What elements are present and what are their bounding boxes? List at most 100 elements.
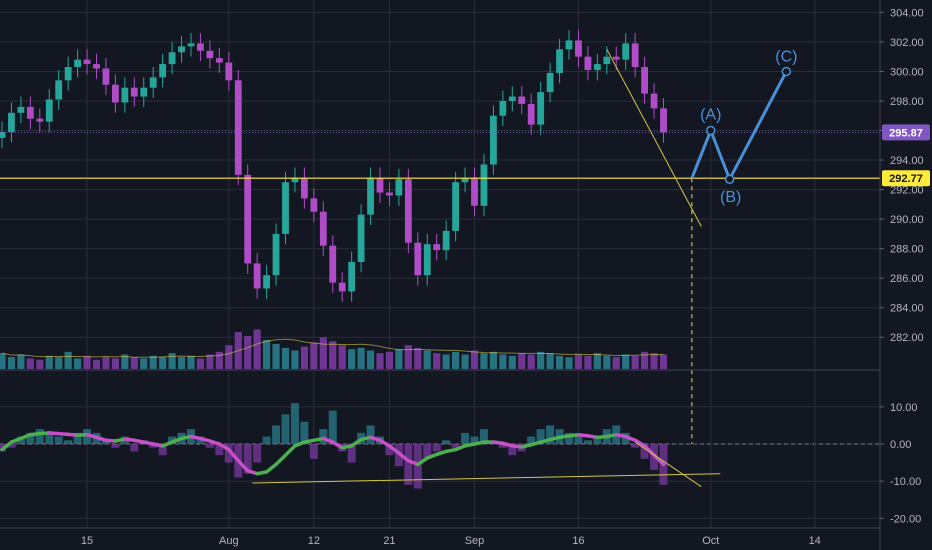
osc-histogram-bar bbox=[7, 444, 16, 448]
candle-body bbox=[660, 108, 667, 133]
volume-bar bbox=[177, 357, 186, 369]
osc-histogram-bar bbox=[423, 444, 432, 459]
candle-body bbox=[272, 233, 280, 276]
candle-body bbox=[301, 177, 308, 199]
wave-label: (B) bbox=[720, 189, 741, 206]
wave-point bbox=[706, 125, 716, 136]
osc-histogram-bar bbox=[366, 425, 375, 444]
volume-bar bbox=[631, 355, 639, 369]
volume-bar bbox=[659, 354, 668, 369]
candle-body bbox=[622, 43, 630, 60]
volume-bar bbox=[310, 342, 318, 369]
candle-body bbox=[102, 68, 110, 85]
candle-body bbox=[423, 244, 431, 276]
current-price-badge: 295.87 bbox=[882, 124, 930, 141]
osc-histogram-bar bbox=[300, 421, 309, 444]
osc-histogram-bar bbox=[215, 444, 224, 456]
time-tick-label: Aug bbox=[219, 535, 239, 547]
volume-bar bbox=[102, 357, 110, 369]
osc-histogram-bar bbox=[64, 440, 73, 444]
volume-bar bbox=[159, 357, 167, 369]
osc-histogram-bar bbox=[442, 440, 451, 444]
time-axis[interactable]: 15 Aug 12 21 Sep 16 Oct 14 bbox=[81, 535, 821, 547]
candle-body bbox=[263, 275, 270, 289]
volume-bar bbox=[584, 355, 592, 369]
volume-bar bbox=[149, 355, 157, 369]
volume-bar bbox=[395, 349, 403, 369]
candle-body bbox=[225, 62, 233, 81]
volume-bar bbox=[470, 350, 479, 369]
candle-body bbox=[168, 52, 176, 65]
candle-body bbox=[93, 64, 100, 69]
price-tick-label: 294.00 bbox=[890, 155, 924, 167]
candle-body bbox=[206, 50, 214, 59]
volume-bar bbox=[499, 354, 507, 369]
volume-bar bbox=[36, 359, 44, 369]
volume-bar bbox=[329, 341, 337, 369]
volume-bar bbox=[140, 358, 148, 369]
volume-bar bbox=[650, 353, 658, 369]
volume-bar bbox=[225, 345, 233, 369]
support-level-badge-bg bbox=[882, 170, 930, 187]
candle-body bbox=[395, 179, 403, 196]
candle-body bbox=[112, 84, 119, 103]
candle-body bbox=[329, 245, 337, 283]
price-tick-label: 282.00 bbox=[890, 332, 924, 344]
osc-histogram-bar bbox=[290, 403, 299, 444]
candle-body bbox=[414, 242, 422, 276]
volume-bar bbox=[555, 355, 564, 369]
osc-histogram-bar bbox=[35, 429, 44, 444]
wave-point bbox=[724, 174, 735, 184]
candle-body bbox=[631, 43, 639, 68]
candle-body bbox=[36, 118, 44, 122]
wave-label: (C) bbox=[775, 48, 797, 65]
candle-body bbox=[565, 40, 573, 50]
candle-body bbox=[338, 282, 346, 292]
price-tick-label: 286.00 bbox=[890, 273, 924, 285]
osc-histogram-bar bbox=[262, 436, 271, 444]
osc-histogram-bar bbox=[404, 444, 413, 485]
volume-bar bbox=[263, 339, 271, 369]
volume-bar bbox=[64, 351, 72, 369]
volume-bar bbox=[622, 354, 630, 369]
osc-histogram-bar bbox=[527, 436, 536, 444]
candle-body bbox=[215, 58, 223, 63]
osc-histogram-bar bbox=[253, 444, 262, 463]
osc-tick-label: -20.00 bbox=[890, 513, 921, 525]
candle-body bbox=[187, 43, 195, 47]
volume-bar bbox=[17, 354, 25, 369]
price-tick-label: 298.00 bbox=[890, 96, 924, 108]
price-tick-label: 292.00 bbox=[890, 185, 924, 197]
candle-body bbox=[197, 43, 204, 51]
osc-histogram-bar bbox=[347, 444, 356, 463]
volume-bar bbox=[423, 350, 431, 369]
candle-body bbox=[386, 192, 393, 196]
candle-body bbox=[64, 67, 72, 81]
candle-body bbox=[537, 92, 545, 125]
candle-body bbox=[0, 131, 6, 138]
osc-histogram-bar bbox=[546, 425, 555, 444]
volume-bar bbox=[612, 357, 620, 369]
time-tick-label: 12 bbox=[308, 535, 320, 547]
candle-body bbox=[178, 46, 185, 53]
volume-bar bbox=[74, 358, 82, 369]
candle-body bbox=[348, 261, 356, 292]
osc-histogram-bar bbox=[479, 429, 488, 444]
osc-down-trendline bbox=[634, 441, 702, 488]
candle-body bbox=[8, 112, 15, 132]
candle-body bbox=[244, 174, 252, 264]
candle-body bbox=[603, 56, 611, 65]
candle-body bbox=[357, 214, 365, 262]
osc-histogram-bar bbox=[45, 432, 54, 444]
volume-bar bbox=[452, 351, 460, 369]
osc-histogram-bar bbox=[508, 444, 517, 456]
osc-histogram-bar bbox=[130, 444, 139, 452]
oscillator-axis[interactable]: 10.00 0.00 -10.00 -20.00 bbox=[880, 402, 921, 525]
current-price-badge-bg bbox=[882, 124, 930, 141]
osc-histogram-bar bbox=[640, 444, 649, 459]
candle-body bbox=[130, 87, 138, 97]
osc-histogram-bar bbox=[565, 432, 573, 444]
osc-signal-segment bbox=[378, 438, 392, 448]
wave-point bbox=[781, 66, 792, 77]
